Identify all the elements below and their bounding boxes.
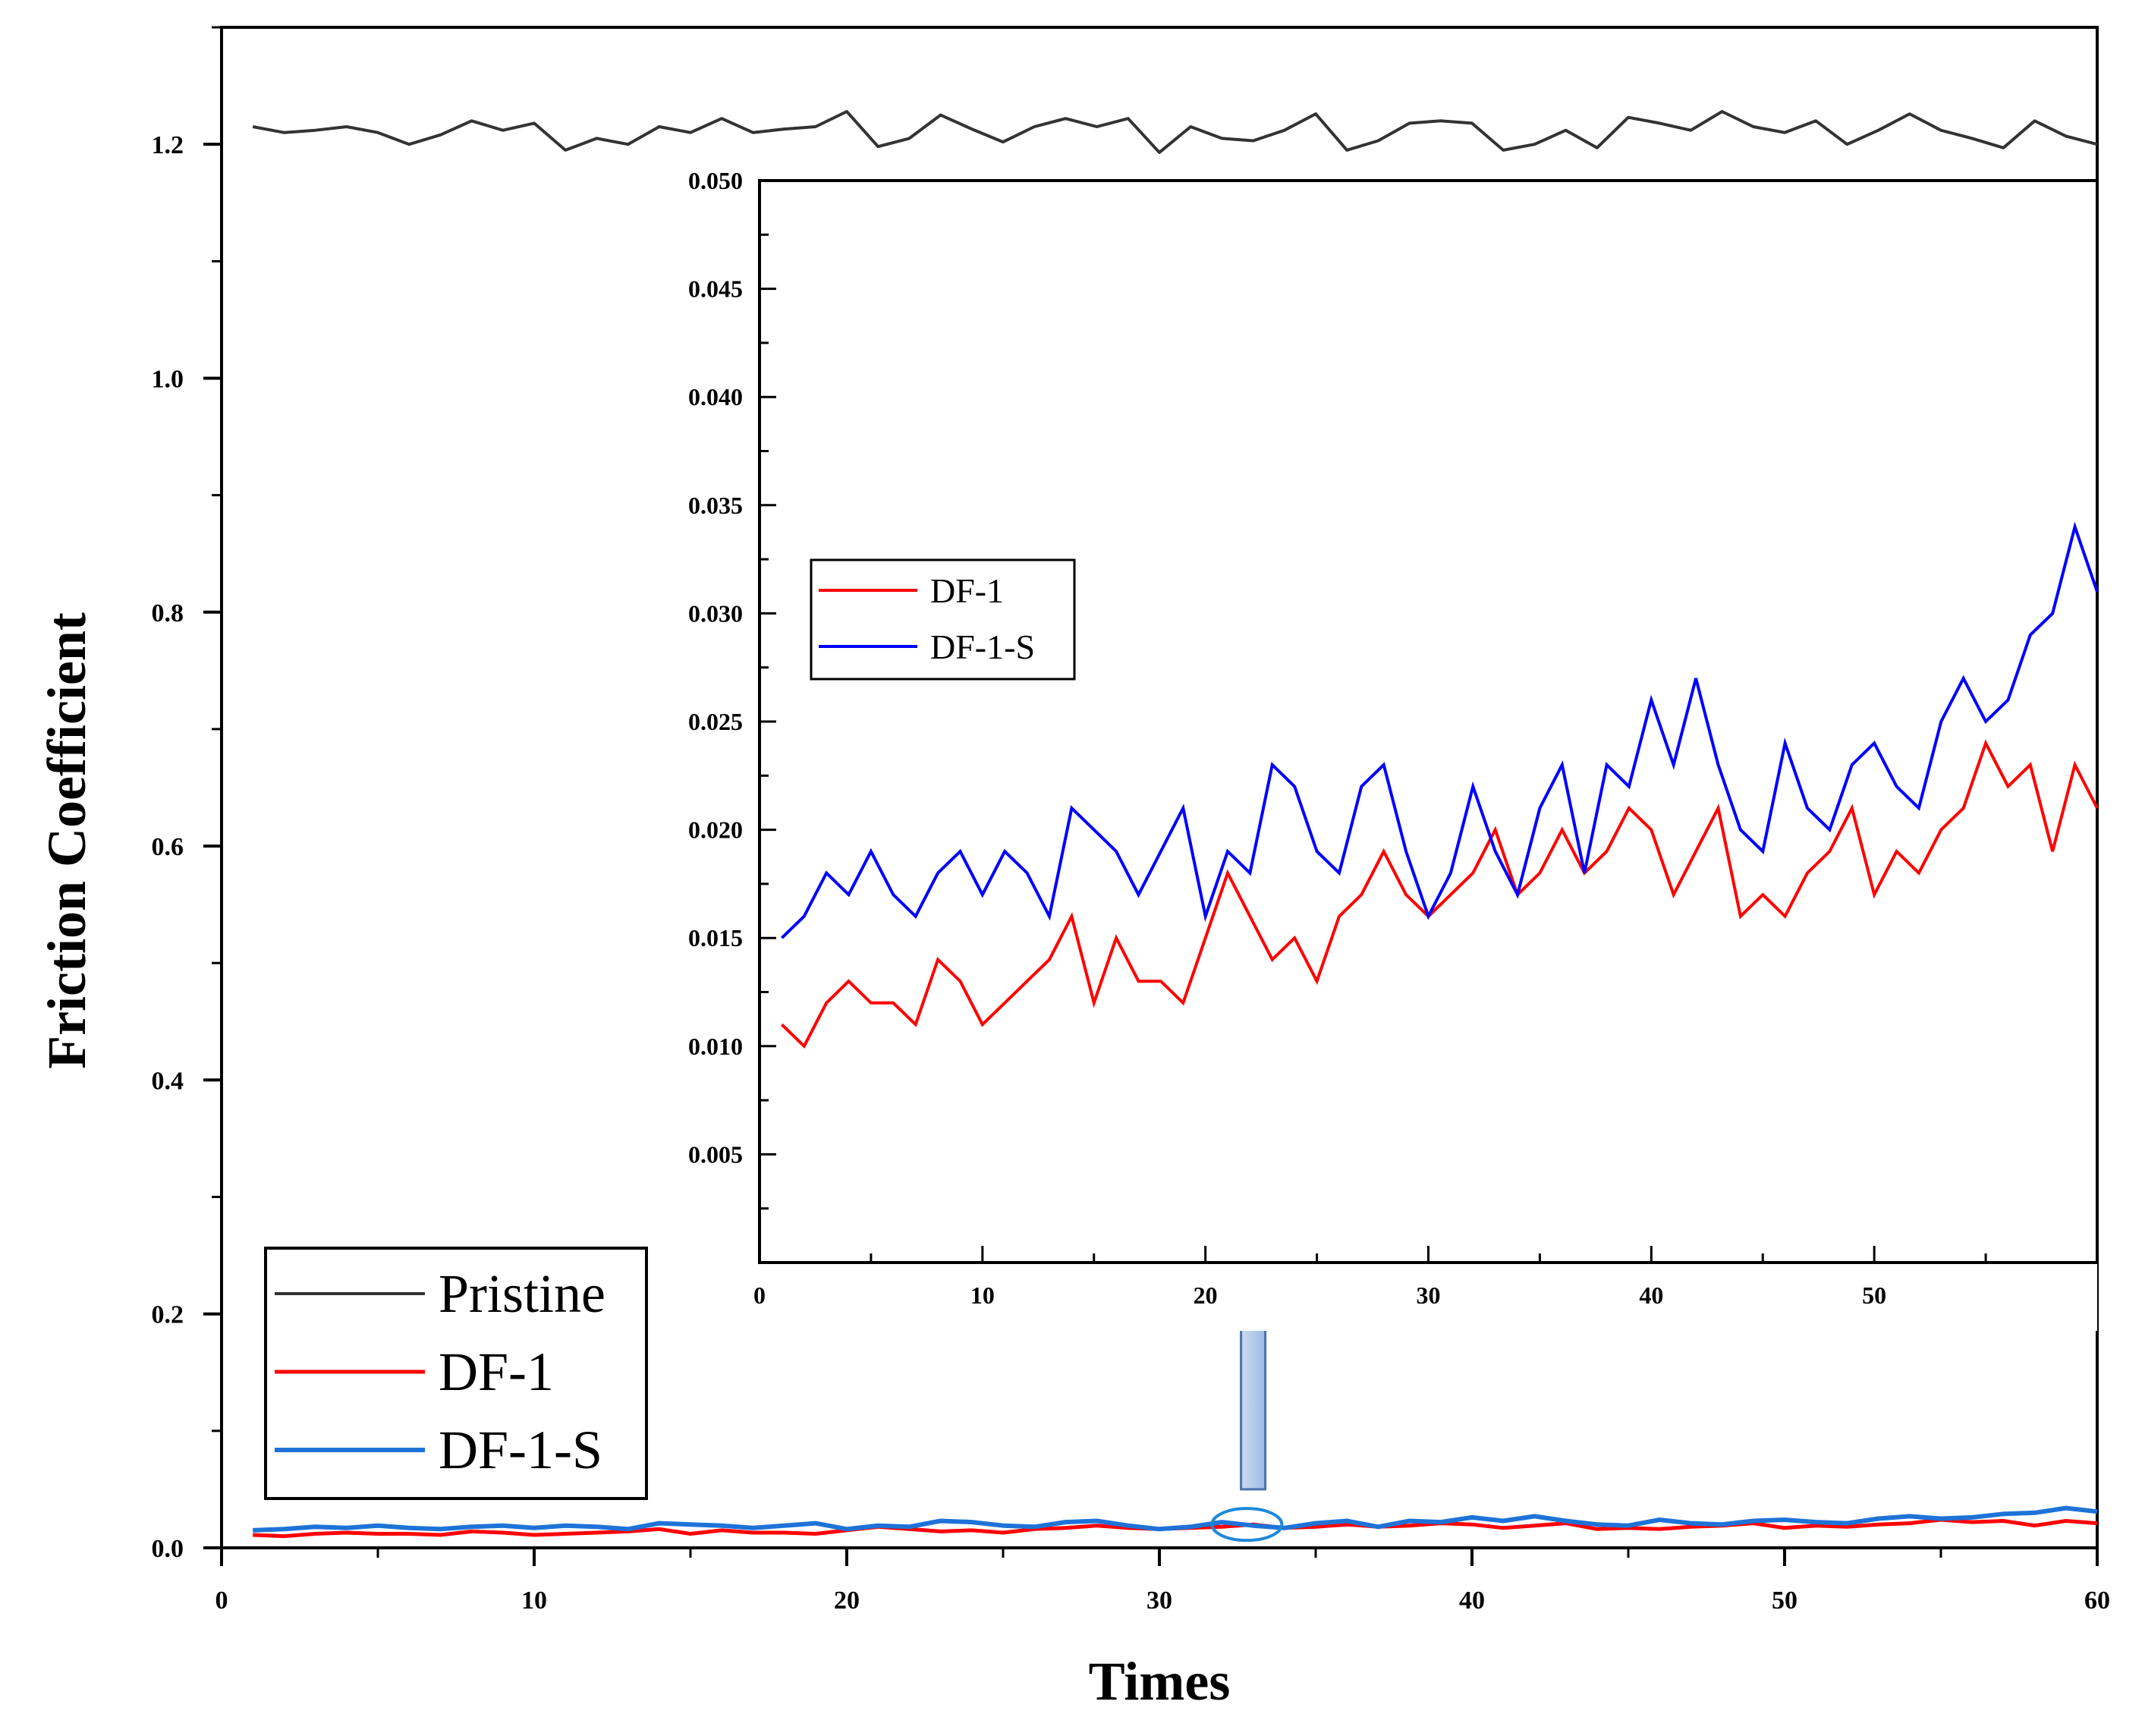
inset-plot-frame <box>758 179 2099 1264</box>
main-legend-label-df-1: DF-1 <box>439 1341 554 1402</box>
main-x-tick-label: 10 <box>521 1587 547 1615</box>
inset-legend-label-df-1: DF-1 <box>930 571 1004 610</box>
main-y-tick-label: 0.2 <box>152 1301 184 1329</box>
inset-series-line-df-1-s <box>781 521 2099 939</box>
inset-x-tick-label: 50 <box>1862 1282 1886 1309</box>
main-series-line-df-1-s <box>253 1505 2098 1533</box>
inset-y-tick-label: 0.035 <box>688 492 743 519</box>
inset-y-tick-label: 0.005 <box>688 1140 743 1168</box>
inset-series-line-df-1 <box>781 739 2099 1049</box>
inset-chart: 0 10 20 30 40 50 0.005 0.010 0.015 0.020 0.025 0.03… <box>653 167 2099 1331</box>
main-series-line-pristine <box>252 110 2098 154</box>
main-y-tick-label: 1.0 <box>152 365 184 393</box>
inset-y-tick-label: 0.050 <box>688 167 743 194</box>
inset-legend-box <box>810 558 1076 681</box>
main-x-tick-label: 40 <box>1459 1587 1485 1615</box>
inset-y-tick-label: 0.045 <box>688 275 743 303</box>
inset-legend-label-df-1-s: DF-1-S <box>930 627 1035 666</box>
inset-y-tick-label: 0.025 <box>688 708 743 735</box>
x-axis-title: Times <box>1089 1651 1231 1712</box>
main-x-tick-label: 50 <box>1772 1587 1797 1615</box>
main-y-tick-label: 1.2 <box>152 131 184 159</box>
y-axis-title: Friction Coefficient <box>36 612 97 1069</box>
main-legend-label-df-1-s: DF-1-S <box>439 1420 602 1480</box>
inset-y-tick-label: 0.030 <box>688 599 743 627</box>
inset-x-tick-label: 10 <box>970 1282 995 1309</box>
main-x-tick-label: 0 <box>215 1587 228 1615</box>
inset-y-tick-label: 0.040 <box>688 383 743 410</box>
inset-y-tick-label: 0.015 <box>688 924 743 951</box>
main-y-tick-label: 0.6 <box>152 833 184 861</box>
main-legend-label-pristine: Pristine <box>439 1263 605 1324</box>
main-x-tick-label: 60 <box>2084 1587 2110 1615</box>
main-y-tick-label: 0.4 <box>152 1067 184 1095</box>
main-y-tick-label: 0.0 <box>152 1535 184 1563</box>
main-x-tick-label: 30 <box>1146 1587 1172 1615</box>
inset-x-tick-label: 40 <box>1639 1282 1663 1309</box>
inset-x-tick-label: 20 <box>1194 1282 1218 1309</box>
main-y-tick-label: 0.8 <box>152 599 184 627</box>
inset-x-tick-label: 30 <box>1417 1282 1441 1309</box>
main-x-tick-label: 20 <box>834 1587 860 1615</box>
inset-y-tick-label: 0.020 <box>688 816 743 844</box>
inset-y-tick-label: 0.010 <box>688 1033 743 1060</box>
inset-x-tick-label: 0 <box>753 1282 766 1309</box>
zoom-region-ellipse <box>1210 1507 1284 1543</box>
main-chart: 0 10 20 30 40 50 60 0.0 0.2 0.4 0.6 0.8 1.0 1.2 Times F… <box>36 26 2110 1712</box>
